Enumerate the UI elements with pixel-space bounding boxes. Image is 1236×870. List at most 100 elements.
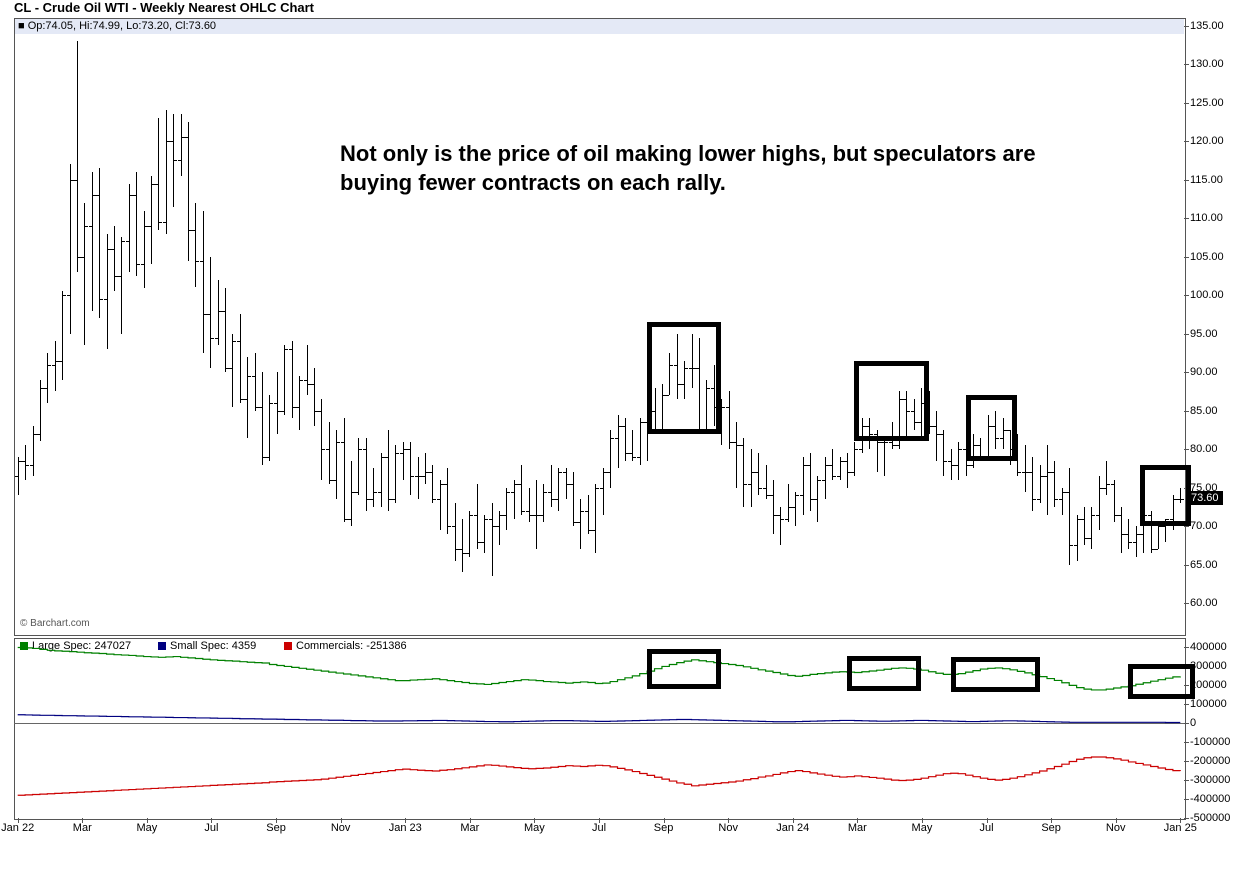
ohlc-bar — [1032, 457, 1033, 511]
ohlc-bar — [736, 422, 737, 487]
ohlc-open-tick — [777, 515, 780, 516]
ohlc-open-tick — [30, 465, 33, 466]
ohlc-open-tick — [844, 461, 847, 462]
ohlc-open-tick — [392, 499, 395, 500]
ohlc-open-tick — [1037, 499, 1040, 500]
ohlc-open-tick — [348, 519, 351, 520]
ohlc-bar — [62, 291, 63, 380]
ohlc-open-tick — [837, 476, 840, 477]
price-y-tick-label: 110.00 — [1190, 212, 1236, 224]
price-y-tick — [1184, 565, 1189, 566]
ohlc-bar — [70, 164, 71, 333]
cot-y-tick-label: -100000 — [1190, 736, 1230, 748]
x-axis-label: Jan 22 — [1, 822, 34, 834]
ohlc-open-tick — [592, 530, 595, 531]
x-axis-label: Jan 23 — [389, 822, 422, 834]
ohlc-bar — [1136, 526, 1137, 557]
ohlc-bar — [1040, 465, 1041, 504]
ohlc-open-tick — [955, 465, 958, 466]
price-y-tick — [1184, 218, 1189, 219]
ohlc-bar — [121, 237, 122, 333]
x-axis-tick — [534, 818, 535, 823]
ohlc-open-tick — [333, 480, 336, 481]
price-y-tick — [1184, 603, 1189, 604]
ohlc-bar — [77, 41, 78, 272]
cot-y-tick-label: 200000 — [1190, 679, 1227, 691]
cot-highlight-box — [951, 657, 1040, 692]
ohlc-bar — [529, 488, 530, 523]
x-axis-label: Sep — [1041, 822, 1061, 834]
ohlc-open-tick — [940, 434, 943, 435]
cot-highlight-box — [847, 656, 921, 691]
ohlc-bar — [203, 211, 204, 353]
ohlc-bar — [92, 172, 93, 311]
ohlc-open-tick — [370, 499, 373, 500]
ohlc-open-tick — [74, 180, 77, 181]
ohlc-open-tick — [481, 542, 484, 543]
ohlc-open-tick — [851, 472, 854, 473]
x-axis-tick — [664, 818, 665, 823]
ohlc-open-tick — [474, 515, 477, 516]
price-y-tick-label: 120.00 — [1190, 135, 1236, 147]
x-axis-label: Jan 24 — [776, 822, 809, 834]
ohlc-open-tick — [1059, 499, 1062, 500]
price-y-tick-label: 70.00 — [1190, 520, 1236, 532]
ohlc-bar — [358, 438, 359, 496]
ohlc-open-tick — [740, 445, 743, 446]
x-axis-label: Mar — [460, 822, 479, 834]
ohlc-bar — [336, 430, 337, 499]
price-y-tick-label: 85.00 — [1190, 405, 1236, 417]
price-y-tick-label: 125.00 — [1190, 97, 1236, 109]
price-y-tick-label: 105.00 — [1190, 251, 1236, 263]
ohlc-open-tick — [207, 314, 210, 315]
ohlc-bar — [158, 118, 159, 230]
price-y-tick-label: 65.00 — [1190, 559, 1236, 571]
x-axis-label: Mar — [848, 822, 867, 834]
ohlc-open-tick — [222, 311, 225, 312]
ohlc-open-tick — [1022, 472, 1025, 473]
ohlc-open-tick — [563, 472, 566, 473]
ohlc-bar — [329, 422, 330, 484]
ohlc-open-tick — [637, 457, 640, 458]
cot-y-tick — [1184, 761, 1189, 762]
x-axis-tick — [857, 818, 858, 823]
ohlc-open-tick — [600, 488, 603, 489]
ohlc-bar — [580, 499, 581, 549]
ohlc-bar — [1099, 476, 1100, 530]
ohlc-bar — [929, 391, 930, 433]
ohlc-open-tick — [96, 195, 99, 196]
x-axis-label: May — [136, 822, 157, 834]
ohlc-bar — [255, 353, 256, 411]
ohlc-bar — [758, 453, 759, 495]
ohlc-bar — [854, 442, 855, 477]
ohlc-bar — [188, 122, 189, 261]
price-y-tick — [1184, 295, 1189, 296]
ohlc-open-tick — [1051, 472, 1054, 473]
ohlc-bar — [247, 357, 248, 438]
ohlc-bar — [847, 453, 848, 488]
ohlc-bar — [129, 184, 130, 273]
ohlc-open-tick — [1074, 545, 1077, 546]
ohlc-open-tick — [289, 349, 292, 350]
cot-y-tick-label: -200000 — [1190, 755, 1230, 767]
ohlc-open-tick — [400, 453, 403, 454]
x-axis-tick — [82, 818, 83, 823]
ohlc-bar — [506, 488, 507, 530]
x-axis-label: Mar — [73, 822, 92, 834]
ohlc-open-tick — [341, 442, 344, 443]
x-axis-tick — [922, 818, 923, 823]
ohlc-open-tick — [1029, 472, 1032, 473]
ohlc-bar — [262, 372, 263, 464]
ohlc-open-tick — [807, 465, 810, 466]
ohlc-open-tick — [59, 361, 62, 362]
ohlc-bar — [618, 415, 619, 469]
ohlc-open-tick — [822, 480, 825, 481]
ohlc-open-tick — [1111, 484, 1114, 485]
ohlc-open-tick — [577, 522, 580, 523]
ohlc-open-tick — [622, 426, 625, 427]
price-highlight-box — [1140, 465, 1192, 527]
ohlc-open-tick — [133, 195, 136, 196]
ohlc-bar — [780, 507, 781, 546]
ohlc-open-tick — [1125, 534, 1128, 535]
cot-highlight-box — [1128, 664, 1195, 699]
